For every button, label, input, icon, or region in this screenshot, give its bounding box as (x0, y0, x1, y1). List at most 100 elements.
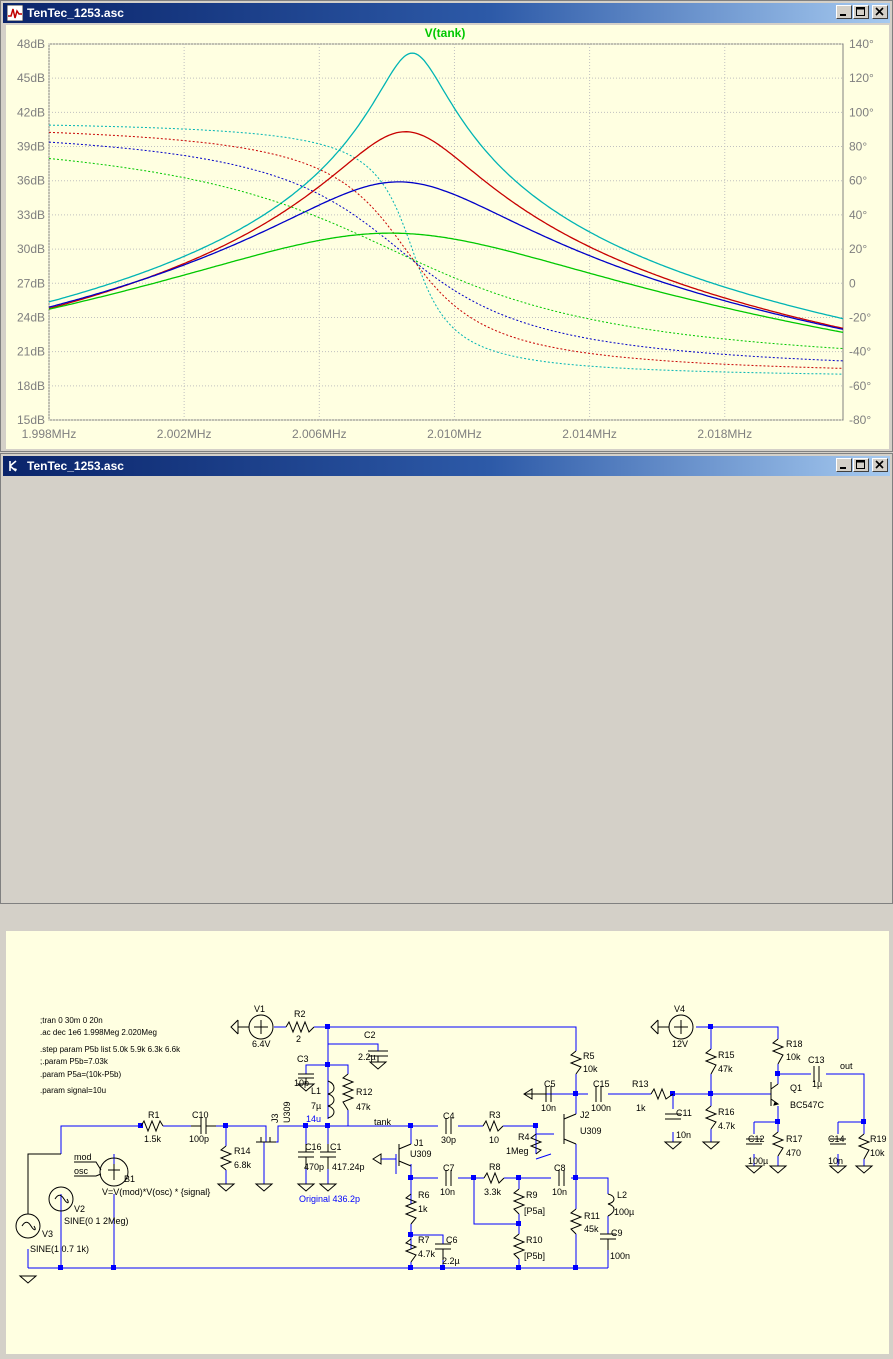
label[interactable]: C2 (364, 1030, 376, 1040)
label[interactable]: L1 (311, 1086, 321, 1096)
maximize-button[interactable] (853, 458, 869, 472)
label[interactable]: B1 (124, 1174, 135, 1184)
resistor-r3[interactable] (482, 1119, 504, 1133)
label[interactable]: J2 (580, 1110, 590, 1120)
label[interactable]: 10n (541, 1103, 556, 1113)
resistor-r17[interactable] (771, 1131, 785, 1157)
label[interactable]: 100n (591, 1103, 611, 1113)
label[interactable]: R19 (870, 1134, 887, 1144)
label[interactable]: out (840, 1061, 853, 1071)
label[interactable]: 10n (676, 1130, 691, 1140)
waveform-plot[interactable]: 48dB 140° 45dB 120° 42dB 100° 39dB 80° 36dB 60° 33… (6, 25, 889, 449)
label[interactable]: Q1 (790, 1083, 802, 1093)
resistor-r16[interactable] (704, 1105, 718, 1130)
resistor-r15[interactable] (704, 1048, 718, 1075)
label[interactable]: C12 (748, 1134, 765, 1144)
label[interactable]: R7 (418, 1235, 430, 1245)
voltage-source-v4[interactable] (650, 1014, 694, 1040)
label[interactable]: 100µ (614, 1207, 634, 1217)
resistor-r2[interactable] (285, 1020, 315, 1034)
label[interactable]: R1 (148, 1110, 160, 1120)
label[interactable]: 10n (552, 1187, 567, 1197)
label[interactable]: 470p (304, 1162, 324, 1172)
label[interactable]: R3 (489, 1110, 501, 1120)
label[interactable]: C6 (446, 1235, 458, 1245)
label[interactable]: C13 (808, 1055, 825, 1065)
label[interactable]: 10k (870, 1148, 885, 1158)
label[interactable]: mod (74, 1152, 92, 1162)
label[interactable]: [P5a] (524, 1206, 545, 1216)
label[interactable]: 10k (786, 1052, 801, 1062)
resistor-r12[interactable] (341, 1073, 355, 1111)
minimize-button[interactable] (836, 458, 852, 472)
label[interactable]: 45k (584, 1224, 599, 1234)
label[interactable]: 4.7k (418, 1249, 436, 1259)
transistor-q1[interactable] (770, 1082, 780, 1106)
resistor-r11[interactable] (569, 1208, 583, 1235)
resistor-r1[interactable] (140, 1119, 164, 1133)
label[interactable]: 47k (718, 1064, 733, 1074)
label[interactable]: 7µ (311, 1101, 321, 1111)
label[interactable]: C10 (192, 1110, 209, 1120)
plot-title-bar[interactable]: TenTec_1253.asc (3, 3, 890, 23)
label[interactable]: 1µ (812, 1079, 822, 1089)
label[interactable]: 470 (786, 1148, 801, 1158)
label[interactable]: C9 (611, 1228, 623, 1238)
label[interactable]: 100µ (748, 1156, 768, 1166)
resistor-r13[interactable] (650, 1087, 674, 1101)
label[interactable]: Original 436.2p (299, 1194, 360, 1204)
label[interactable]: C8 (554, 1163, 566, 1173)
label[interactable]: 10n (828, 1156, 843, 1166)
jfet-j2[interactable] (563, 1113, 577, 1145)
label[interactable]: 10k (583, 1064, 598, 1074)
label[interactable]: R16 (718, 1107, 735, 1117)
resistor-r19[interactable] (857, 1133, 871, 1160)
label[interactable]: 10n (440, 1187, 455, 1197)
resistor-r18[interactable] (771, 1038, 785, 1065)
label[interactable]: V1 (254, 1004, 265, 1014)
label[interactable]: 100n (610, 1251, 630, 1261)
label[interactable]: V4 (674, 1004, 685, 1014)
label[interactable]: 1Meg (506, 1146, 529, 1156)
label[interactable]: R17 (786, 1134, 803, 1144)
resistor-r10[interactable] (512, 1233, 526, 1260)
label[interactable]: U309 (410, 1149, 432, 1159)
label[interactable]: 30p (441, 1135, 456, 1145)
label[interactable]: 6.8k (234, 1160, 252, 1170)
label[interactable]: C15 (593, 1079, 610, 1089)
label[interactable]: C14 (828, 1134, 845, 1144)
label[interactable]: tank (374, 1117, 392, 1127)
label[interactable]: 10 (489, 1135, 499, 1145)
label[interactable]: 2.2µ (358, 1052, 376, 1062)
directive-line[interactable]: ;.param P5b=7.03k (40, 1057, 109, 1066)
inductor-l1[interactable] (327, 1080, 335, 1119)
label[interactable]: 1k (636, 1103, 646, 1113)
label[interactable]: R10 (526, 1235, 543, 1245)
capacitor-c10[interactable] (191, 1118, 216, 1134)
label[interactable]: R9 (526, 1190, 538, 1200)
voltage-source-v3[interactable] (15, 1153, 61, 1239)
label[interactable]: 2 (296, 1034, 301, 1044)
label[interactable]: 417.24p (332, 1162, 365, 1172)
directive-line[interactable]: .param P5a=(10k-P5b) (40, 1070, 121, 1079)
label[interactable]: 10p (294, 1078, 309, 1088)
label[interactable]: V=V(mod)*V(osc) * {signal} (102, 1187, 210, 1197)
label[interactable]: J3 (270, 1113, 280, 1123)
trace-title-vtank[interactable]: V(tank) (425, 26, 466, 40)
minimize-button[interactable] (836, 5, 852, 19)
label[interactable]: R12 (356, 1087, 373, 1097)
label[interactable]: C1 (330, 1142, 342, 1152)
label[interactable]: R14 (234, 1146, 251, 1156)
label[interactable]: 14u (306, 1114, 321, 1124)
resistor-r9[interactable] (512, 1188, 526, 1215)
label[interactable]: R4 (518, 1132, 530, 1142)
label[interactable]: 6.4V (252, 1039, 271, 1049)
label[interactable]: C7 (443, 1163, 455, 1173)
voltage-source-v1[interactable] (230, 1014, 274, 1040)
label[interactable]: C3 (297, 1054, 309, 1064)
label[interactable]: R18 (786, 1039, 803, 1049)
label[interactable]: 12V (672, 1039, 688, 1049)
label[interactable]: 47k (356, 1102, 371, 1112)
directive-line[interactable]: .param signal=10u (40, 1086, 106, 1095)
schematic-canvas[interactable]: ;tran 0 30m 0 20n .ac dec 1e6 1.998Meg 2… (6, 931, 889, 1354)
